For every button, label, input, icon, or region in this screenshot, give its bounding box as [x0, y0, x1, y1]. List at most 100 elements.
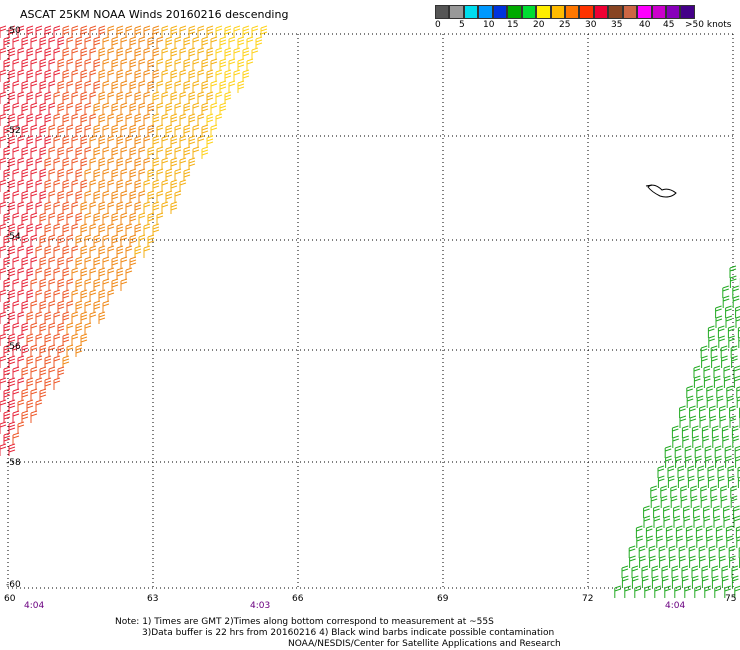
wind-barb — [685, 525, 693, 538]
wind-barb — [712, 435, 719, 448]
wind-barb — [134, 25, 142, 38]
wind-barb — [716, 385, 723, 398]
wind-barb — [53, 245, 61, 258]
wind-barb — [120, 124, 128, 137]
wind-barb — [12, 190, 20, 203]
wind-barb — [638, 545, 646, 558]
wind-barb — [634, 585, 641, 598]
wind-barb — [57, 212, 65, 225]
wind-barb — [57, 278, 65, 291]
wind-barb — [720, 485, 727, 498]
wind-barb — [210, 124, 218, 137]
wind-barb — [129, 146, 137, 159]
grid-lines — [7, 33, 734, 589]
wind-barb — [698, 545, 706, 558]
wind-barb — [80, 25, 88, 38]
wind-barb — [57, 234, 65, 247]
wind-barb — [116, 267, 124, 280]
wind-barb — [183, 58, 191, 71]
wind-barb — [161, 135, 169, 148]
wind-barb — [671, 425, 679, 438]
wind-barb — [201, 36, 209, 49]
island-outline — [647, 184, 677, 198]
wind-barb — [614, 585, 621, 598]
wind-barb — [93, 168, 101, 181]
lat-label: -60 — [6, 580, 21, 590]
legend-swatch — [492, 5, 508, 19]
wind-barb — [26, 223, 34, 236]
wind-barb — [732, 285, 739, 298]
wind-barb — [107, 245, 115, 258]
wind-barb — [651, 575, 659, 588]
wind-barb — [147, 146, 155, 159]
wind-barb — [17, 245, 25, 258]
wind-barb — [692, 435, 699, 448]
wind-barb — [62, 289, 70, 302]
wind-barb — [165, 124, 173, 137]
wind-barb — [725, 315, 733, 328]
wind-barb — [134, 113, 142, 126]
wind-barb — [125, 69, 133, 82]
wind-barb — [75, 212, 83, 225]
wind-barb — [53, 289, 61, 302]
wind-barb — [738, 547, 740, 558]
wind-barb — [143, 179, 151, 192]
wind-barb — [116, 91, 124, 104]
wind-barb — [57, 256, 65, 269]
wind-barb — [174, 124, 182, 137]
wind-barb — [17, 135, 25, 148]
wind-barb — [66, 256, 74, 269]
wind-barb — [125, 113, 133, 126]
wind-barb — [134, 47, 142, 60]
wind-barb — [732, 435, 739, 448]
wind-barb — [62, 157, 70, 170]
wind-barb — [165, 102, 173, 115]
wind-barb — [125, 245, 133, 258]
wind-barb — [62, 69, 70, 82]
wind-barb — [688, 545, 696, 558]
wind-barb — [116, 69, 124, 82]
wind-barbs-east-swath — [614, 265, 740, 598]
wind-barb — [731, 575, 739, 588]
wind-barb — [0, 25, 7, 38]
wind-barb — [84, 168, 92, 181]
lat-label: -52 — [6, 126, 21, 136]
wind-barb — [629, 555, 636, 568]
wind-barb — [26, 245, 34, 258]
wind-barb — [731, 355, 738, 368]
wind-barb — [3, 256, 11, 269]
wind-barb — [44, 25, 52, 38]
wind-barb — [8, 311, 16, 324]
wind-barb — [733, 505, 740, 518]
wind-barb — [98, 157, 106, 170]
wind-barb — [156, 58, 164, 71]
wind-barb — [704, 445, 712, 458]
wind-barb — [206, 91, 214, 104]
wind-barb — [71, 25, 79, 38]
legend-label: 40 — [639, 20, 651, 30]
wind-barb — [102, 190, 110, 203]
wind-barb — [691, 565, 699, 578]
wind-barb — [129, 124, 137, 137]
wind-barb — [161, 47, 169, 60]
wind-barb — [30, 58, 38, 71]
wind-barb — [17, 47, 25, 60]
wind-barb — [643, 515, 651, 528]
wind-barb — [675, 455, 682, 468]
wind-barb — [690, 495, 698, 508]
wind-barb — [17, 267, 25, 280]
wind-barb — [44, 113, 52, 126]
wind-barb — [66, 344, 74, 357]
wind-barb — [717, 465, 725, 478]
wind-barb — [711, 565, 719, 578]
wind-barb — [89, 69, 97, 82]
wind-barb — [12, 410, 20, 423]
wind-barb — [48, 234, 56, 247]
wind-barb — [17, 377, 25, 390]
wind-barb — [715, 455, 722, 468]
wind-barb — [654, 585, 661, 598]
legend-swatch — [622, 5, 638, 19]
wind-barb — [641, 575, 649, 588]
wind-barb — [685, 455, 692, 468]
wind-barb — [93, 278, 101, 291]
